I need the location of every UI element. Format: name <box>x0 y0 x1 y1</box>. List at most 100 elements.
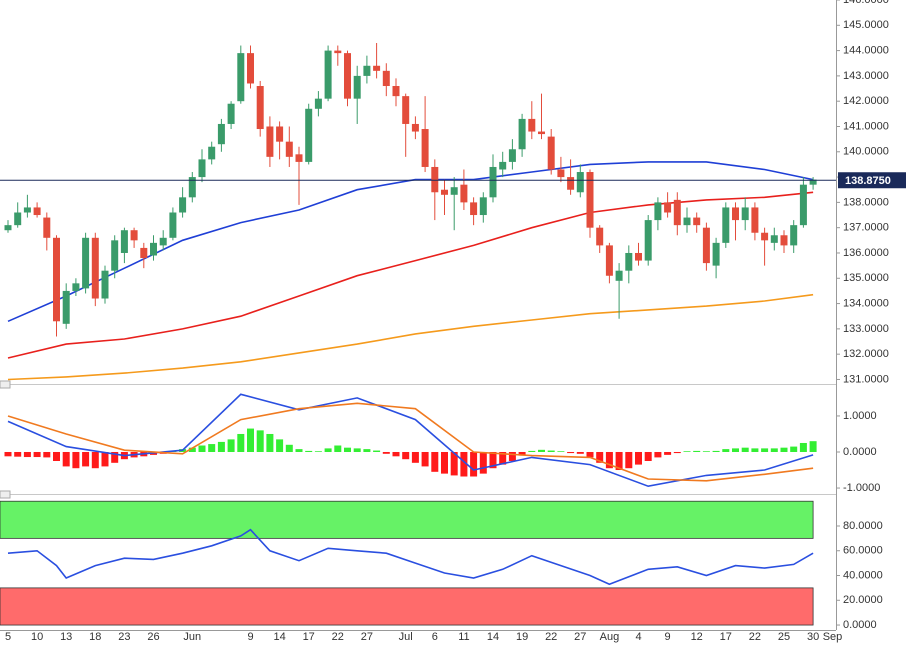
histogram-bar <box>596 451 604 463</box>
histogram-bar <box>82 451 90 467</box>
histogram-bar <box>217 441 225 452</box>
x-tick-label: 17 <box>303 631 315 643</box>
histogram-bar <box>615 451 623 471</box>
histogram-bar <box>295 449 303 452</box>
y-tick-label: 138.0000 <box>843 196 889 208</box>
histogram-bar <box>489 451 497 469</box>
candle-body <box>761 232 769 241</box>
histogram-bar <box>538 449 545 452</box>
histogram-bar <box>441 451 448 474</box>
candle-body <box>227 103 235 124</box>
histogram-bar <box>470 451 478 477</box>
candle-body <box>91 237 99 299</box>
candle-body <box>266 126 274 157</box>
candle-body <box>237 53 245 102</box>
x-tick-label: 14 <box>487 631 499 643</box>
candle-body <box>421 129 429 167</box>
histogram-bar <box>62 451 70 467</box>
histogram-bar <box>557 451 565 452</box>
histogram-bar <box>324 448 332 452</box>
candle-body <box>780 235 788 246</box>
candle-body <box>305 108 313 162</box>
x-tick-label: 18 <box>89 631 101 643</box>
histogram-bar <box>644 451 652 462</box>
candle-body <box>72 283 80 291</box>
candle-body <box>363 65 371 76</box>
histogram-bar <box>402 451 410 460</box>
x-tick-label: 26 <box>147 631 159 643</box>
y-tick-label: 135.0000 <box>843 272 889 284</box>
y-tick-label: 0.0000 <box>843 446 877 458</box>
candle-body <box>499 161 507 170</box>
candle-body <box>799 184 807 226</box>
y-tick-label: 0.0000 <box>843 619 877 631</box>
candle-body <box>62 290 70 324</box>
x-tick-label: Jul <box>399 631 413 643</box>
y-tick-label: 60.0000 <box>843 545 883 557</box>
candle-body <box>693 217 701 226</box>
candle-body <box>518 118 526 150</box>
y-tick-label: 145.0000 <box>843 19 889 31</box>
candle-body <box>450 187 458 195</box>
y-tick-label: -1.0000 <box>843 482 880 494</box>
pane-handle[interactable] <box>0 380 11 389</box>
histogram-bar <box>237 433 245 452</box>
x-tick-label: 11 <box>458 631 469 643</box>
candle-body <box>751 207 759 233</box>
histogram-bar <box>4 451 12 457</box>
histogram-bar <box>479 451 487 474</box>
candle-body <box>722 207 730 243</box>
candle-body <box>732 207 739 221</box>
candle-body <box>508 149 516 162</box>
y-tick-label: 20.0000 <box>843 594 883 606</box>
candle-body <box>120 230 128 253</box>
histogram-bar <box>43 451 51 458</box>
x-tick-label: 30 <box>807 631 819 643</box>
candle-body <box>334 50 342 54</box>
histogram-bar <box>266 433 274 452</box>
x-tick-label: 23 <box>118 631 130 643</box>
candle-body <box>625 252 633 271</box>
candle-body <box>188 177 196 198</box>
histogram-bar <box>421 451 429 467</box>
histogram-bar <box>111 451 119 463</box>
pane-handle[interactable] <box>0 490 11 499</box>
histogram-bar <box>305 450 313 452</box>
histogram-bar <box>334 445 342 452</box>
histogram-bar <box>23 451 31 458</box>
histogram-bar <box>761 448 769 452</box>
histogram-bar <box>809 441 817 452</box>
candle-body <box>411 123 419 132</box>
x-tick-label: 4 <box>635 631 641 643</box>
histogram-bar <box>33 451 41 458</box>
line-series <box>7 402 814 482</box>
histogram-bar <box>392 451 400 457</box>
candle-body <box>441 189 448 195</box>
last-price-label: 138.8750 <box>845 175 891 187</box>
x-tick-label: 22 <box>332 631 344 643</box>
histogram-bar <box>664 451 672 455</box>
candle-body <box>489 166 497 198</box>
candle-body <box>702 227 710 264</box>
histogram-bar <box>227 439 235 452</box>
candle-body <box>557 169 565 178</box>
histogram-bar <box>431 451 439 472</box>
histogram-bar <box>14 451 22 457</box>
histogram-bar <box>411 451 419 463</box>
y-tick-label: 134.0000 <box>843 297 889 309</box>
y-tick-label: 132.0000 <box>843 348 889 360</box>
candle-body <box>431 166 439 193</box>
histogram-bar <box>53 451 60 462</box>
x-tick-label: 27 <box>361 631 373 643</box>
candle-body <box>402 96 410 124</box>
x-tick-label: 22 <box>545 631 557 643</box>
line-series <box>7 191 814 359</box>
candle-body <box>528 118 536 132</box>
y-tick-label: 141.0000 <box>843 120 889 132</box>
y-tick-label: 133.0000 <box>843 323 889 335</box>
candle-body <box>140 247 148 259</box>
candle-body <box>295 154 303 162</box>
candle-body <box>790 225 798 246</box>
candle-body <box>373 65 381 71</box>
candle-body <box>4 225 12 231</box>
